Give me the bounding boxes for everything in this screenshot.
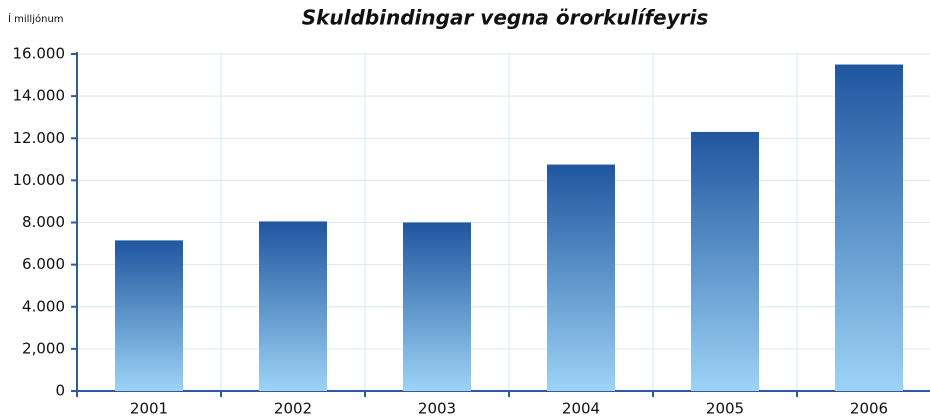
y-tick-label: 12.000: [13, 129, 66, 147]
x-tick-label: 2004: [562, 400, 600, 418]
bar: [691, 131, 759, 391]
y-tick-label: 14.000: [13, 87, 66, 105]
y-tick-label: 4.000: [22, 297, 65, 315]
y-tick-label: 10.000: [13, 171, 66, 189]
y-axis-label: Í milljónum: [8, 12, 64, 25]
bar: [115, 240, 183, 391]
bar: [835, 64, 903, 391]
y-tick-label: 2,000: [22, 339, 65, 357]
bar: [259, 221, 327, 391]
bar: [403, 222, 471, 391]
chart-title: Skuldbindingar vegna örorkulífeyris: [302, 6, 709, 30]
x-tick-label: 2005: [706, 400, 744, 418]
x-tick-label: 2002: [274, 400, 312, 418]
y-tick-label: 6.000: [22, 255, 65, 273]
bar: [547, 164, 615, 391]
y-tick-label: 8.000: [22, 213, 65, 231]
x-tick-label: 2001: [130, 400, 168, 418]
y-tick-label: 0: [55, 382, 65, 400]
x-tick-label: 2006: [850, 400, 888, 418]
y-tick-label: 16.000: [13, 45, 66, 63]
x-tick-label: 2003: [418, 400, 456, 418]
